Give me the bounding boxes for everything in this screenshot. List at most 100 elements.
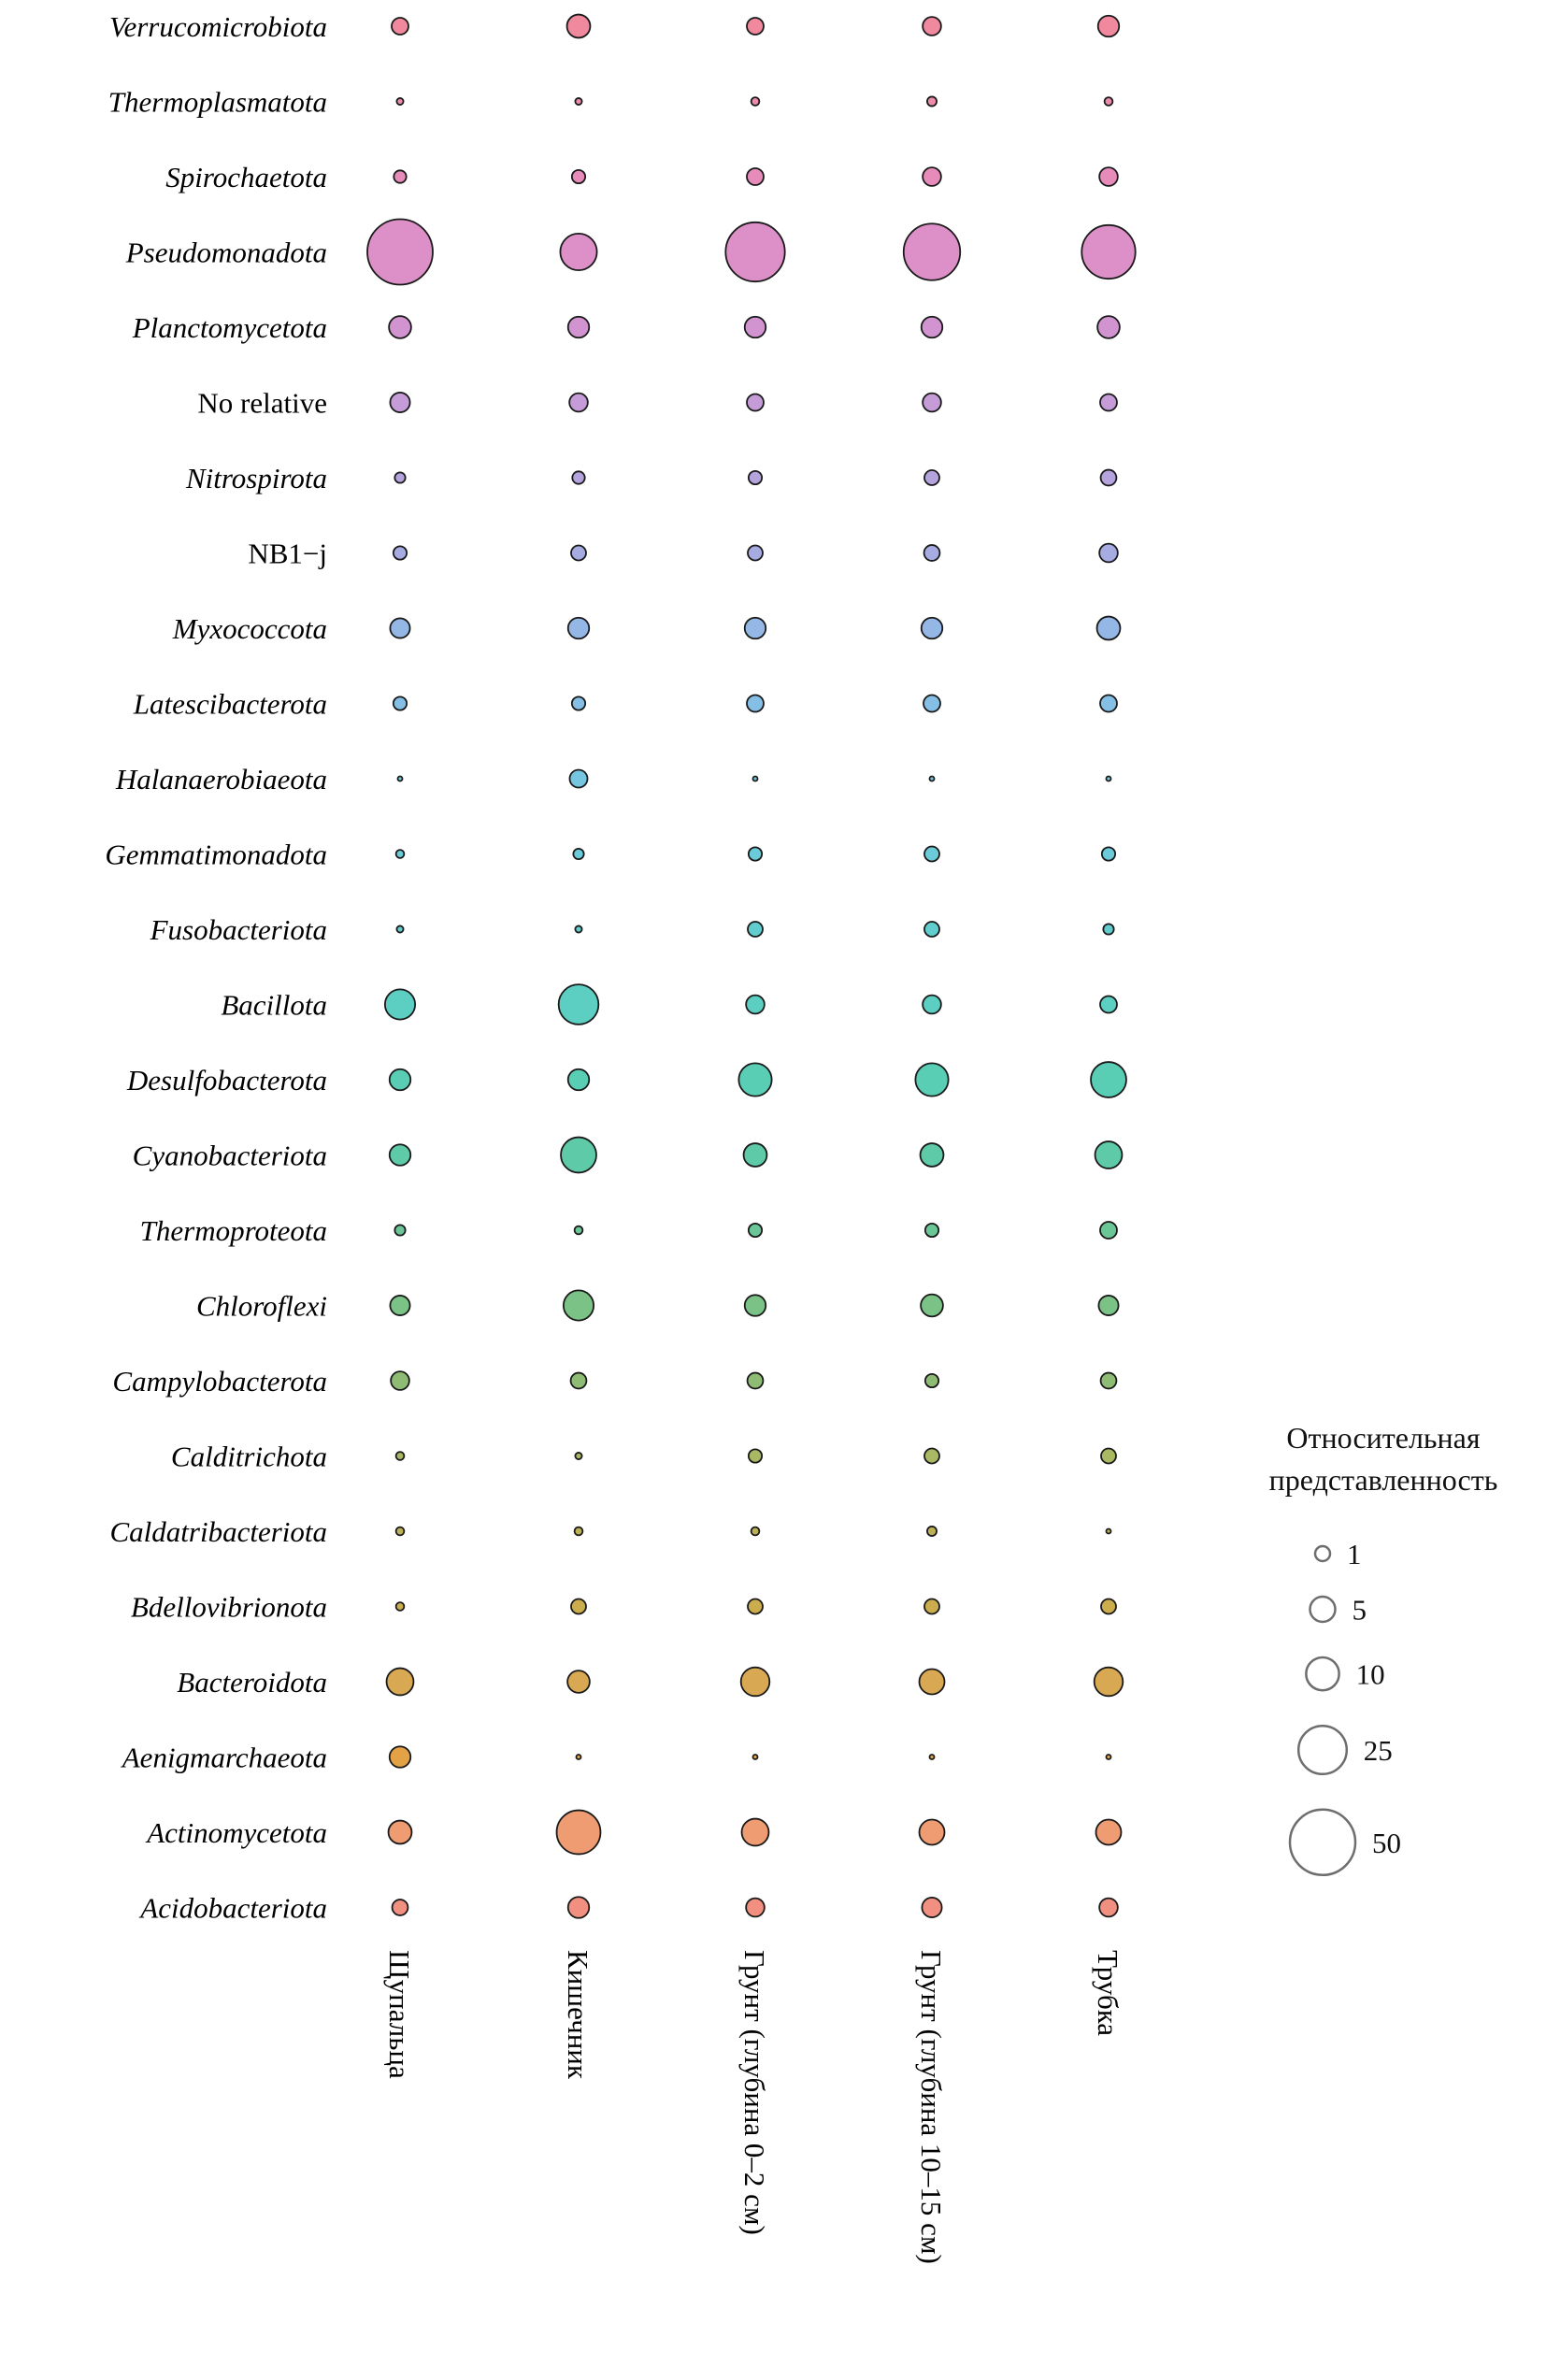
bubble-aenigmarchaeota	[928, 1754, 936, 1760]
bubble-actinomycetota	[740, 1817, 770, 1847]
legend-size-value: 5	[1352, 1593, 1367, 1626]
bubble-bacillota	[922, 994, 942, 1015]
bubble-nb1-j	[570, 544, 587, 562]
bubble-caldatribacteriota	[926, 1526, 938, 1537]
row-label-nb1-j: NB1−j	[248, 538, 327, 570]
bubble-pseudomonadota	[559, 233, 598, 271]
bubble-caldatribacteriota	[750, 1526, 761, 1537]
bubble-aenigmarchaeota	[388, 1745, 412, 1769]
bubble-myxococcota	[920, 616, 944, 640]
row-label-pseudomonadota: Pseudomonadota	[125, 237, 327, 269]
bubble-chloroflexi	[743, 1294, 767, 1317]
bubble-verrucomicrobiota	[922, 16, 942, 36]
bubble-myxococcota	[743, 616, 767, 640]
bubble-spirochaetota	[393, 169, 408, 184]
bubble-nb1-j	[923, 544, 941, 562]
row-label-cyanobacteriota: Cyanobacteriota	[133, 1140, 327, 1172]
bubble-campylobacterota	[746, 1371, 765, 1390]
bubble-latescibacterota	[392, 695, 408, 711]
bubble-calditrichota	[574, 1452, 583, 1460]
bubble-no-relative	[746, 393, 765, 412]
bubble-thermoproteota	[1099, 1221, 1118, 1240]
column-label: Щупальца	[383, 1950, 416, 2079]
legend-size-circle	[1313, 1544, 1332, 1563]
row-label-planctomycetota: Planctomycetota	[132, 311, 327, 344]
bubble-pseudomonadota	[724, 221, 786, 283]
bubble-pseudomonadota	[366, 218, 434, 286]
bubble-desulfobacterota	[1090, 1061, 1127, 1098]
bubble-actinomycetota	[387, 1819, 413, 1845]
bubble-halanaerobiaeota	[1105, 775, 1112, 782]
bubble-planctomycetota	[1096, 315, 1121, 339]
bubble-acidobacteriota	[566, 1896, 591, 1919]
bubble-spirochaetota	[746, 167, 765, 186]
bubble-calditrichota	[394, 1451, 406, 1461]
bubble-bdellovibrionota	[394, 1601, 406, 1612]
bubble-bacteroidota	[918, 1668, 946, 1696]
row-label-nitrospirota: Nitrospirota	[185, 462, 327, 495]
bubble-aenigmarchaeota	[752, 1754, 759, 1760]
bubble-thermoproteota	[923, 1222, 940, 1239]
bubble-latescibacterota	[1099, 694, 1118, 713]
bubble-thermoplasmatota	[750, 96, 761, 107]
bubble-campylobacterota	[1099, 1371, 1118, 1390]
bubble-halanaerobiaeota	[396, 775, 404, 782]
bubble-halanaerobiaeota	[928, 775, 936, 782]
row-label-no-relative: No relative	[197, 387, 327, 420]
bubble-bacteroidota	[566, 1670, 591, 1694]
bubble-aenigmarchaeota	[575, 1754, 582, 1760]
bubble-caldatribacteriota	[1105, 1527, 1112, 1535]
bubble-desulfobacterota	[914, 1062, 950, 1097]
bubble-calditrichota	[747, 1448, 764, 1464]
row-label-chloroflexi: Chloroflexi	[196, 1290, 327, 1323]
row-label-verrucomicrobiota: Verrucomicrobiota	[109, 10, 327, 43]
row-label-actinomycetota: Actinomycetota	[145, 1816, 327, 1849]
bubble-gemmatimonadota	[394, 849, 406, 859]
bubble-halanaerobiaeota	[568, 768, 589, 789]
bubble-gemmatimonadota	[747, 846, 764, 862]
bubble-acidobacteriota	[745, 1897, 766, 1918]
bubble-acidobacteriota	[921, 1897, 943, 1918]
row-label-latescibacterota: Latescibacterota	[133, 688, 327, 721]
legend-title: Относительная представленность	[1220, 1417, 1546, 1501]
bubble-desulfobacterota	[566, 1068, 591, 1092]
bubble-cyanobacteriota	[919, 1142, 945, 1168]
bubble-desulfobacterota	[388, 1068, 412, 1092]
bubble-actinomycetota	[918, 1818, 946, 1846]
bubble-nitrospirota	[571, 470, 586, 485]
bubble-planctomycetota	[566, 315, 591, 339]
legend-size-value: 50	[1372, 1827, 1401, 1859]
legend-title-line2: представленность	[1268, 1463, 1498, 1497]
column-label: Кишечник	[562, 1950, 594, 2080]
bubble-bacillota	[745, 994, 766, 1015]
legend-size-circle	[1296, 1724, 1349, 1776]
bubble-thermoproteota	[573, 1225, 584, 1236]
row-label-myxococcota: Myxococcota	[172, 612, 327, 645]
bubble-acidobacteriota	[1098, 1897, 1119, 1918]
bubble-verrucomicrobiota	[1096, 14, 1121, 38]
legend-title-line1: Относительная	[1286, 1421, 1481, 1455]
row-label-bacteroidota: Bacteroidota	[177, 1666, 327, 1699]
bubble-pseudomonadota	[902, 222, 962, 281]
bubble-planctomycetota	[743, 315, 767, 339]
bubble-thermoplasmatota	[1103, 96, 1114, 107]
bubble-bdellovibrionota	[923, 1598, 940, 1615]
bubble-cyanobacteriota	[388, 1143, 412, 1167]
bubble-bacillota	[557, 983, 600, 1025]
legend-size-value: 1	[1347, 1538, 1362, 1570]
bubble-gemmatimonadota	[572, 847, 585, 861]
bubble-bacteroidota	[1093, 1666, 1124, 1698]
row-label-campylobacterota: Campylobacterota	[112, 1365, 327, 1398]
legend-size-circle	[1305, 1656, 1340, 1692]
bubble-thermoplasmatota	[395, 97, 405, 106]
bubble-thermoproteota	[747, 1222, 764, 1239]
bubble-fusobacteriota	[574, 925, 583, 934]
bubble-no-relative	[1099, 393, 1118, 412]
bubble-caldatribacteriota	[394, 1526, 406, 1537]
bubble-thermoplasmatota	[926, 95, 938, 108]
row-label-calditrichota: Calditrichota	[171, 1441, 327, 1473]
bubble-latescibacterota	[570, 695, 587, 711]
bubble-cyanobacteriota	[1094, 1140, 1124, 1169]
bubble-bacillota	[383, 988, 417, 1021]
